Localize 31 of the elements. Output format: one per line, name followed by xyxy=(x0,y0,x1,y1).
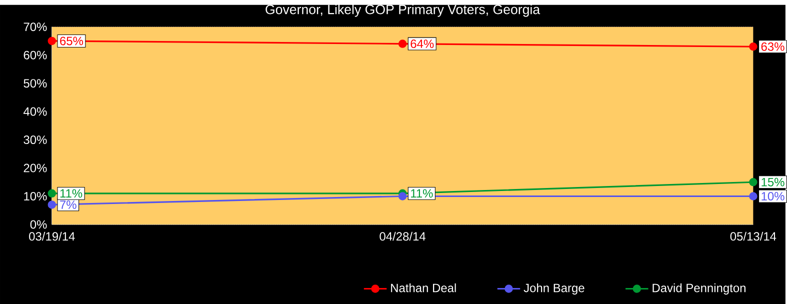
data-label: 64% xyxy=(410,39,434,48)
point xyxy=(48,189,56,198)
point xyxy=(749,192,758,200)
data-label: 11% xyxy=(411,189,433,198)
data-label: 15% xyxy=(762,178,784,186)
x-tick-label: 05/13/14 xyxy=(730,232,776,240)
y-tick-label: 60% xyxy=(24,50,47,60)
y-tick-label: 50% xyxy=(24,78,47,88)
legend-label: David Pennington xyxy=(652,283,746,294)
point xyxy=(398,192,407,200)
y-tick-label: 10% xyxy=(24,192,47,200)
legend-label: John Barge xyxy=(524,283,584,294)
x-tick-label: 03/19/14 xyxy=(29,232,75,240)
y-tick-label: 40% xyxy=(24,107,47,116)
y-tick-label: 70% xyxy=(24,22,47,31)
point xyxy=(48,200,56,209)
legend-label: Nathan Deal xyxy=(391,283,456,292)
y-tick-label: 0% xyxy=(30,220,47,229)
data-label: 63% xyxy=(761,42,784,51)
data-label: 10% xyxy=(762,192,784,200)
y-tick-label: 20% xyxy=(24,164,47,172)
point xyxy=(749,178,758,186)
x-tick-label: 04/28/14 xyxy=(380,232,426,240)
point xyxy=(398,40,407,48)
chart-title: Governor, Likely GOP Primary Voters, Georgia xyxy=(266,4,540,17)
point xyxy=(48,36,56,45)
y-tick-label: 30% xyxy=(24,135,47,144)
data-label: 7% xyxy=(60,200,76,209)
point xyxy=(749,42,758,51)
data-label: 11% xyxy=(60,189,82,198)
data-label: 65% xyxy=(60,36,84,46)
